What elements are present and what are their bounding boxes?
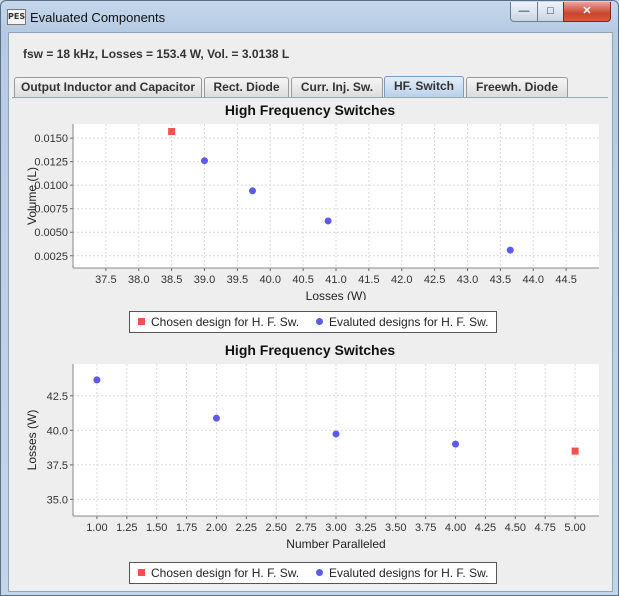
title-bar[interactable]: PES Evaluated Components — □ ✕: [1, 1, 618, 31]
chart1-y-axis-label: Volume (L): [25, 167, 39, 225]
tab-curr-inj-sw[interactable]: Curr. Inj. Sw.: [291, 77, 383, 97]
chart1-x-tick-label: 43.5: [490, 274, 511, 286]
evaluated-marker-icon: [316, 569, 323, 576]
chart1-point-evaluated: [201, 157, 208, 165]
chart1-y-tick-label: 0.0125: [34, 157, 68, 169]
chart2-x-axis-label: Number Paralleled: [286, 537, 385, 550]
chart2-y-tick-label: 37.5: [47, 460, 68, 472]
chart1-legend: Chosen design for H. F. Sw. Evaluted des…: [129, 311, 497, 333]
chart1-title: High Frequency Switches: [224, 102, 396, 118]
chart2-x-tick-label: 1.75: [176, 522, 197, 534]
chart1-y-tick-label: 0.0075: [34, 204, 68, 216]
chart1-x-tick-label: 41.5: [358, 274, 379, 286]
chosen-marker-icon: [138, 569, 145, 576]
chart1-y-tick-label: 0.0100: [34, 180, 68, 192]
tab-hf-switch[interactable]: HF. Switch: [384, 76, 464, 98]
chart1-y-tick-label: 0.0050: [34, 227, 68, 239]
tab-panel-hf-switch: High Frequency Switches 37.5 38.0 38.5 39.0…: [12, 97, 608, 588]
maximize-button[interactable]: □: [537, 2, 564, 22]
legend-evaluated-label: Evaluted designs for H. F. Sw.: [329, 566, 489, 580]
tab-output-inductor-capacitor[interactable]: Output Inductor and Capacitor: [14, 77, 202, 97]
chart1-x-tick-label: 38.0: [128, 274, 149, 286]
chart2-x-tick-label: 2.00: [206, 522, 227, 534]
chart2-title: High Frequency Switches: [224, 342, 396, 358]
chart1-y-tick-label: 0.0025: [34, 251, 68, 263]
chart1-x-tick-label: 37.5: [95, 274, 116, 286]
tab-freewh-diode[interactable]: Freewh. Diode: [466, 77, 568, 97]
window-title: Evaluated Components: [30, 10, 166, 25]
chart1-y-tick-label: 0.0150: [34, 133, 68, 145]
legend-evaluated: Evaluted designs for H. F. Sw.: [316, 566, 488, 580]
chart2-legend: Chosen design for H. F. Sw. Evaluted des…: [129, 562, 497, 584]
chart2-losses-vs-number-paralleled: 1.00 1.25 1.50 1.75 2.00 2.25 2.50 2.75 3.00 3.25…: [25, 364, 599, 550]
chart1-x-tick-label: 43.0: [457, 274, 478, 286]
chart1-x-tick-label: 44.5: [555, 274, 576, 286]
chart1-x-axis-label: Losses (W): [306, 289, 367, 300]
chart2-y-tick-label: 42.5: [47, 391, 68, 403]
evaluated-marker-icon: [316, 318, 323, 325]
chart1-x-tick-label: 40.0: [260, 274, 281, 286]
chart2-x-tick-label: 3.00: [325, 522, 346, 534]
legend-chosen-label: Chosen design for H. F. Sw.: [151, 566, 300, 580]
legend-chosen-label: Chosen design for H. F. Sw.: [151, 315, 300, 329]
chart2-point-evaluated: [212, 414, 220, 422]
chart2-x-tick-label: 1.25: [116, 522, 137, 534]
chart2-x-tick-label: 4.50: [505, 522, 526, 534]
chart1-point-evaluated: [324, 217, 332, 225]
chart2-x-tick-label: 2.50: [266, 522, 287, 534]
chart2-point-evaluated: [332, 430, 340, 438]
chart1-x-tick-label: 42.5: [424, 274, 445, 286]
chart1-x-tick-label: 44.0: [523, 274, 544, 286]
legend-chosen: Chosen design for H. F. Sw.: [138, 566, 299, 580]
design-summary: fsw = 18 kHz, Losses = 153.4 W, Vol. = 3…: [23, 47, 290, 61]
chart2-x-tick-label: 4.75: [534, 522, 555, 534]
chart2-x-tick-label: 3.50: [385, 522, 406, 534]
minimize-button[interactable]: —: [510, 2, 538, 22]
chart2-y-tick-label: 35.0: [47, 494, 68, 506]
chart2-y-axis-label: Losses (W): [25, 410, 39, 471]
chart2-x-tick-label: 1.00: [86, 522, 107, 534]
app-icon: PES: [7, 9, 26, 25]
legend-evaluated-label: Evaluted designs for H. F. Sw.: [329, 315, 489, 329]
chart1-x-tick-label: 42.0: [391, 274, 412, 286]
tab-rect-diode[interactable]: Rect. Diode: [204, 77, 289, 97]
chart1-x-tick-label: 41.0: [325, 274, 346, 286]
chart1-x-tick-label: 40.5: [292, 274, 313, 286]
chart1-x-tick-label: 38.5: [161, 274, 182, 286]
chart2-x-tick-label: 1.50: [146, 522, 167, 534]
chart2-x-tick-label: 5.00: [564, 522, 585, 534]
chart1-volume-vs-losses: 37.5 38.0 38.5 39.0 39.5 40.0 40.5 41.0 41.5 42.0…: [25, 124, 599, 300]
window-content: fsw = 18 kHz, Losses = 153.4 W, Vol. = 3…: [8, 32, 613, 592]
chart2-point-evaluated: [93, 376, 101, 384]
chart2-point-chosen: [571, 447, 579, 455]
legend-chosen: Chosen design for H. F. Sw.: [138, 315, 299, 329]
chart2-y-tick-label: 40.0: [47, 425, 68, 437]
chart1-point-evaluated: [248, 187, 256, 195]
close-button[interactable]: ✕: [563, 2, 611, 22]
legend-evaluated: Evaluted designs for H. F. Sw.: [316, 315, 488, 329]
chart2-point-evaluated: [452, 440, 460, 448]
chart2-x-tick-label: 3.75: [415, 522, 436, 534]
chart2-x-tick-label: 3.25: [355, 522, 376, 534]
chart2-x-tick-label: 4.25: [475, 522, 496, 534]
chart1-x-tick-label: 39.5: [227, 274, 248, 286]
chart2-x-tick-label: 2.75: [295, 522, 316, 534]
chart1-point-chosen: [168, 128, 176, 136]
chosen-marker-icon: [138, 318, 145, 325]
chart1-point-evaluated: [506, 246, 514, 254]
chart2-x-tick-label: 2.25: [236, 522, 257, 534]
chart1-x-tick-label: 39.0: [194, 274, 215, 286]
chart2-x-tick-label: 4.00: [445, 522, 466, 534]
